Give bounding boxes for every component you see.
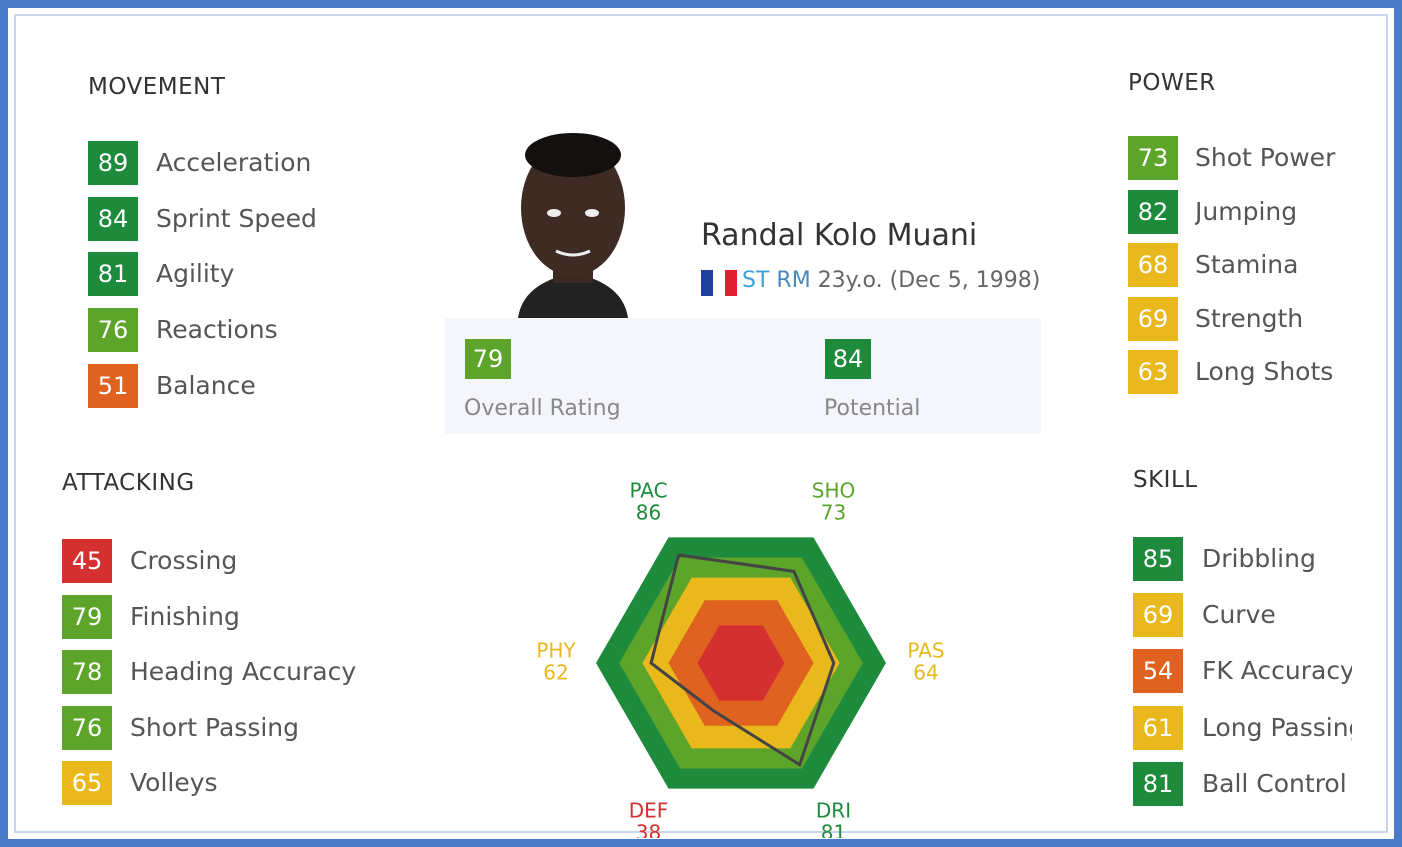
section-title: SKILL [1133, 467, 1198, 493]
stat-label: Sprint Speed [156, 203, 317, 233]
stat-label: Volleys [130, 768, 218, 797]
stat-badge: 69 [1128, 296, 1178, 341]
rating-badge: 84 [825, 339, 871, 379]
stat-badge: 79 [62, 594, 112, 639]
stat-label: Stamina [1195, 250, 1299, 280]
stat-badge: 65 [62, 761, 112, 805]
stat-badge: 82 [1128, 189, 1178, 234]
stat-badge: 89 [88, 141, 138, 185]
stat-label: Crossing [130, 546, 238, 575]
stat-badge: 84 [88, 196, 138, 241]
stat-label: Dribbling [1202, 544, 1316, 573]
age-info: 23y.o. (Dec 5, 1998) 1 [817, 268, 1042, 293]
stat-label: Curve [1202, 600, 1276, 630]
radar-value-label: 62 [543, 661, 568, 685]
radar-value-label: 38 [636, 821, 661, 838]
radar-line [649, 553, 836, 767]
radar-value-label: 86 [636, 500, 661, 524]
stat-badge: 63 [1128, 350, 1178, 395]
radar-axis-label: PAS [907, 639, 944, 663]
stat-label: Acceleration [156, 148, 312, 177]
radar-value-label: 81 [821, 821, 846, 838]
radar-axis-label: SHO [812, 478, 855, 502]
rating-box [445, 318, 1041, 434]
position: ST [742, 268, 770, 293]
rating-badge: 79 [465, 339, 511, 379]
stat-badge: 45 [62, 539, 112, 583]
stat-badge: 78 [62, 650, 112, 694]
stat-label: Long Passing [1202, 712, 1352, 742]
section-title: POWER [1128, 70, 1216, 96]
section-title: MOVEMENT [88, 74, 226, 100]
stat-badge: 76 [88, 308, 138, 353]
stat-label: Jumping [1195, 196, 1298, 226]
stat-label: Long Shots [1195, 357, 1334, 387]
flag [701, 270, 737, 296]
radar-axis-label: DEF [629, 799, 669, 823]
stat-badge: 68 [1128, 243, 1178, 288]
stat-badge: 76 [62, 705, 112, 750]
player-name: Randal Kolo Muani [701, 218, 978, 253]
player-info: ST RM 23y.o. (Dec 5, 1998) 1 [742, 268, 1042, 293]
stat-badge: 81 [1133, 761, 1183, 806]
radar-axis-label: PAC [629, 478, 667, 502]
frame [14, 14, 1388, 833]
radar-value-label: 73 [821, 500, 846, 524]
rating-label: Overall Rating [464, 396, 621, 421]
stat-label: Heading Accuracy [130, 657, 357, 686]
stat-badge: 69 [1133, 593, 1183, 638]
rating-label: Potential [824, 396, 921, 421]
radar-axis-label: DRI [816, 799, 851, 823]
stat-label: FK Accuracy [1202, 656, 1352, 686]
stat-label: Finishing [130, 601, 240, 631]
stat-label: Shot Power [1195, 143, 1336, 172]
stat-label: Balance [156, 370, 256, 400]
stat-badge: 51 [88, 363, 138, 408]
stat-badge: 81 [88, 252, 138, 297]
stat-label: Agility [156, 259, 235, 289]
stat-label: Reactions [156, 315, 278, 345]
section-title: ATTACKING [62, 470, 195, 496]
stat-badge: 73 [1128, 136, 1178, 180]
stat-label: Short Passing [130, 712, 300, 742]
radar-value-label: 64 [913, 661, 938, 685]
radar-axis-label: PHY [536, 639, 576, 663]
stat-badge: 85 [1133, 537, 1183, 581]
radar-ring [697, 625, 785, 701]
stat-badge: 61 [1133, 705, 1183, 750]
position: RM [776, 268, 811, 293]
stat-label: Ball Control [1202, 768, 1347, 798]
stat-badge: 54 [1133, 649, 1183, 694]
stat-label: Strength [1195, 303, 1304, 333]
player-photo [518, 133, 628, 318]
